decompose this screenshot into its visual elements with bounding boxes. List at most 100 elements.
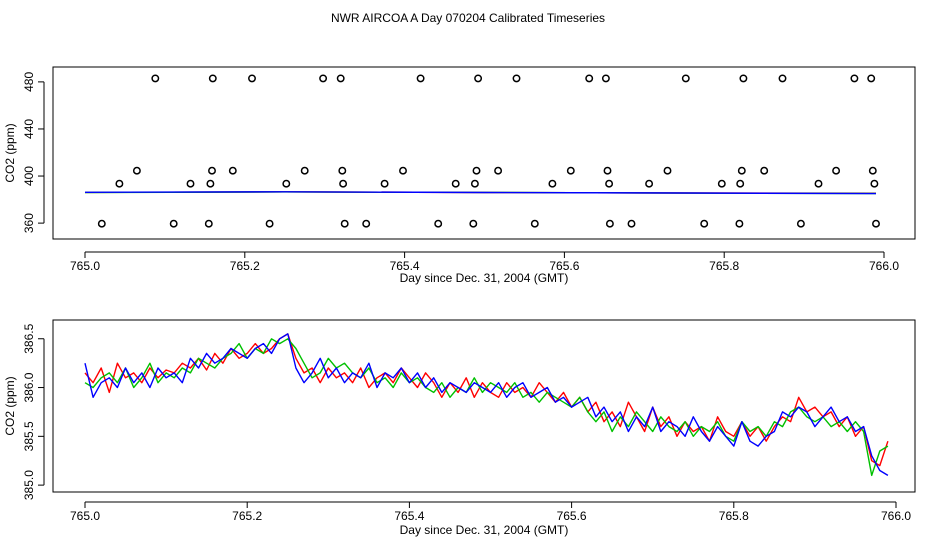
bottom-y-tick-label: 386.0 [22,372,36,402]
calibration-point [434,219,443,228]
bottom-x-tick-label: 765.0 [70,509,100,523]
bottom-series [84,333,889,477]
calibration-point [494,166,503,175]
calibration-point [362,219,371,228]
calibration-point [603,166,612,175]
calibration-point [186,179,195,188]
bottom-x-axis-label: Day since Dec. 31, 2004 (GMT) [400,523,569,537]
top-y-tick-label: 360 [22,213,36,233]
calibration-point [300,166,309,175]
calibration-point [627,219,636,228]
bottom-series-blue-line [84,333,889,476]
calibration-point [717,179,726,188]
top-y-tick-label: 480 [22,72,36,92]
calibration-point [416,74,425,83]
calibration-point [739,74,748,83]
top-panel: 765.0 765.2 765.4 765.6 765.8 766.0 360 400 440… [3,66,916,285]
calibration-point [872,219,880,228]
calibration-point [336,74,345,83]
calibration-point [512,74,521,83]
calibration-point [472,166,481,175]
calibration-point [735,219,744,228]
top-x-tick-label: 766.0 [869,259,899,273]
calibration-point [248,74,256,83]
top-y-axis-label: CO2 (ppm) [3,123,17,182]
top-calibration-points [97,74,880,228]
calibration-point [380,179,389,188]
bottom-y-ticks: 385.0 385.5 386.0 386.5 [22,323,45,500]
calibration-point [700,219,709,228]
calibration-point [265,219,274,228]
bottom-plot-frame [52,319,916,493]
calibration-point [850,74,859,83]
calibration-point [228,166,237,175]
top-series-blue-line [84,191,877,195]
calibration-point [605,219,614,228]
calibration-point [760,166,769,175]
bottom-x-tick-label: 765.6 [557,509,587,523]
calibration-point [796,219,805,228]
top-x-tick-label: 765.8 [709,259,739,273]
calibration-point [601,74,610,83]
bottom-y-tick-label: 385.5 [22,421,36,451]
calibration-point [530,219,539,228]
calibration-point [204,219,213,228]
calibration-point [470,179,479,188]
calibration-point [474,74,483,83]
calibration-point [399,166,407,175]
calibration-point [208,166,216,175]
calibration-point [451,179,460,188]
calibration-point [778,74,787,83]
calibration-point [870,179,879,188]
calibration-point [832,166,841,175]
top-y-tick-label: 400 [22,166,36,186]
top-x-tick-label: 765.6 [549,259,579,273]
calibration-point [338,166,347,175]
top-y-tick-label: 440 [22,119,36,139]
calibration-point [319,74,328,83]
calibration-point [115,179,124,188]
bottom-series-red-line [84,333,889,467]
calibration-point [208,74,217,83]
calibration-point [867,74,876,83]
calibration-point [548,179,557,188]
bottom-y-axis-label: CO2 (ppm) [3,376,17,435]
calibration-point [737,166,746,175]
top-y-ticks: 360 400 440 480 [22,72,45,233]
bottom-x-tick-label: 765.4 [394,509,424,523]
calibration-point [469,219,478,228]
calibration-point [169,219,178,228]
top-x-tick-label: 765.0 [70,259,100,273]
chart-title: NWR AIRCOA A Day 070204 Calibrated Times… [331,11,605,25]
calibration-point [206,179,215,188]
calibration-point [663,166,672,175]
calibration-point [868,166,877,175]
calibration-point [605,179,614,188]
bottom-y-tick-label: 386.5 [22,323,36,353]
calibration-point [97,219,106,228]
bottom-x-ticks: 765.0 765.2 765.4 765.6 765.8 766.0 [70,501,911,523]
bottom-x-tick-label: 766.0 [881,509,911,523]
top-x-ticks: 765.0 765.2 765.4 765.6 765.8 766.0 [70,251,899,273]
calibration-point [282,179,291,188]
top-x-axis-label: Day since Dec. 31, 2004 (GMT) [400,271,569,285]
calibration-point [151,74,160,83]
calibration-point [681,74,690,83]
bottom-x-tick-label: 765.2 [232,509,262,523]
calibration-point [566,166,575,175]
calibration-point [645,179,654,188]
calibration-point [132,166,141,175]
calibration-point [340,219,349,228]
bottom-panel: 765.0 765.2 765.4 765.6 765.8 766.0 385.0385.… [3,319,916,537]
calibration-point [585,74,594,83]
top-plot-frame [52,66,916,240]
bottom-x-tick-label: 765.8 [719,509,749,523]
top-x-tick-label: 765.4 [390,259,420,273]
calibration-point [736,179,745,188]
top-series [84,191,877,195]
calibration-point [339,179,348,188]
bottom-y-tick-label: 385.0 [22,470,36,500]
bottom-series-green-line [84,338,889,477]
calibration-point [814,179,823,188]
